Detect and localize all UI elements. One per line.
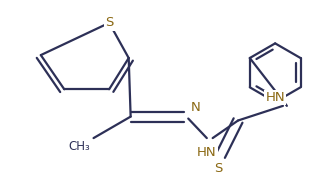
Text: S: S — [214, 161, 223, 175]
Text: N: N — [191, 101, 201, 114]
Text: HN: HN — [265, 91, 285, 104]
Text: S: S — [105, 16, 113, 29]
Text: CH₃: CH₃ — [68, 140, 90, 153]
Text: HN: HN — [197, 146, 217, 159]
